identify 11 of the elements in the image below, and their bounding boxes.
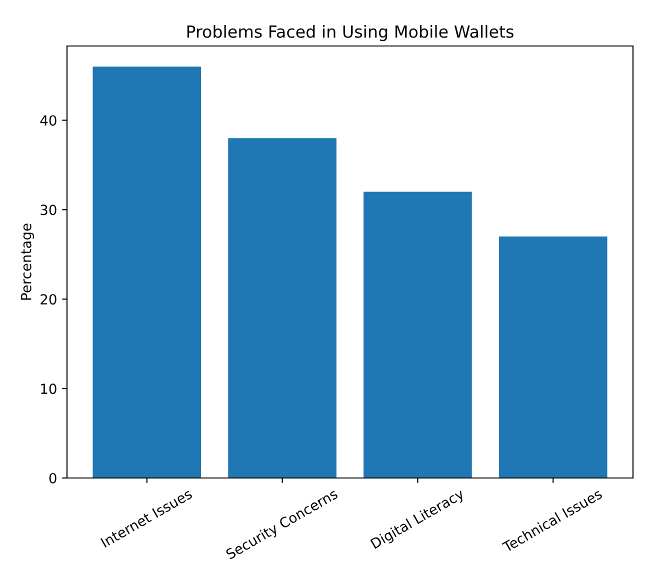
- y-tick-label: 20: [40, 294, 56, 305]
- chart-title: Problems Faced in Using Mobile Wallets: [187, 25, 514, 42]
- y-tick-label: 30: [40, 204, 56, 216]
- y-axis-title: Percentage: [21, 224, 34, 300]
- y-tick-label: 10: [41, 384, 56, 394]
- bar: [92, 66, 202, 478]
- bar: [364, 192, 472, 478]
- y-tick-label: 40: [40, 115, 56, 126]
- bar: [498, 236, 608, 478]
- bar: [228, 138, 336, 478]
- y-tick-label: 0: [49, 472, 56, 484]
